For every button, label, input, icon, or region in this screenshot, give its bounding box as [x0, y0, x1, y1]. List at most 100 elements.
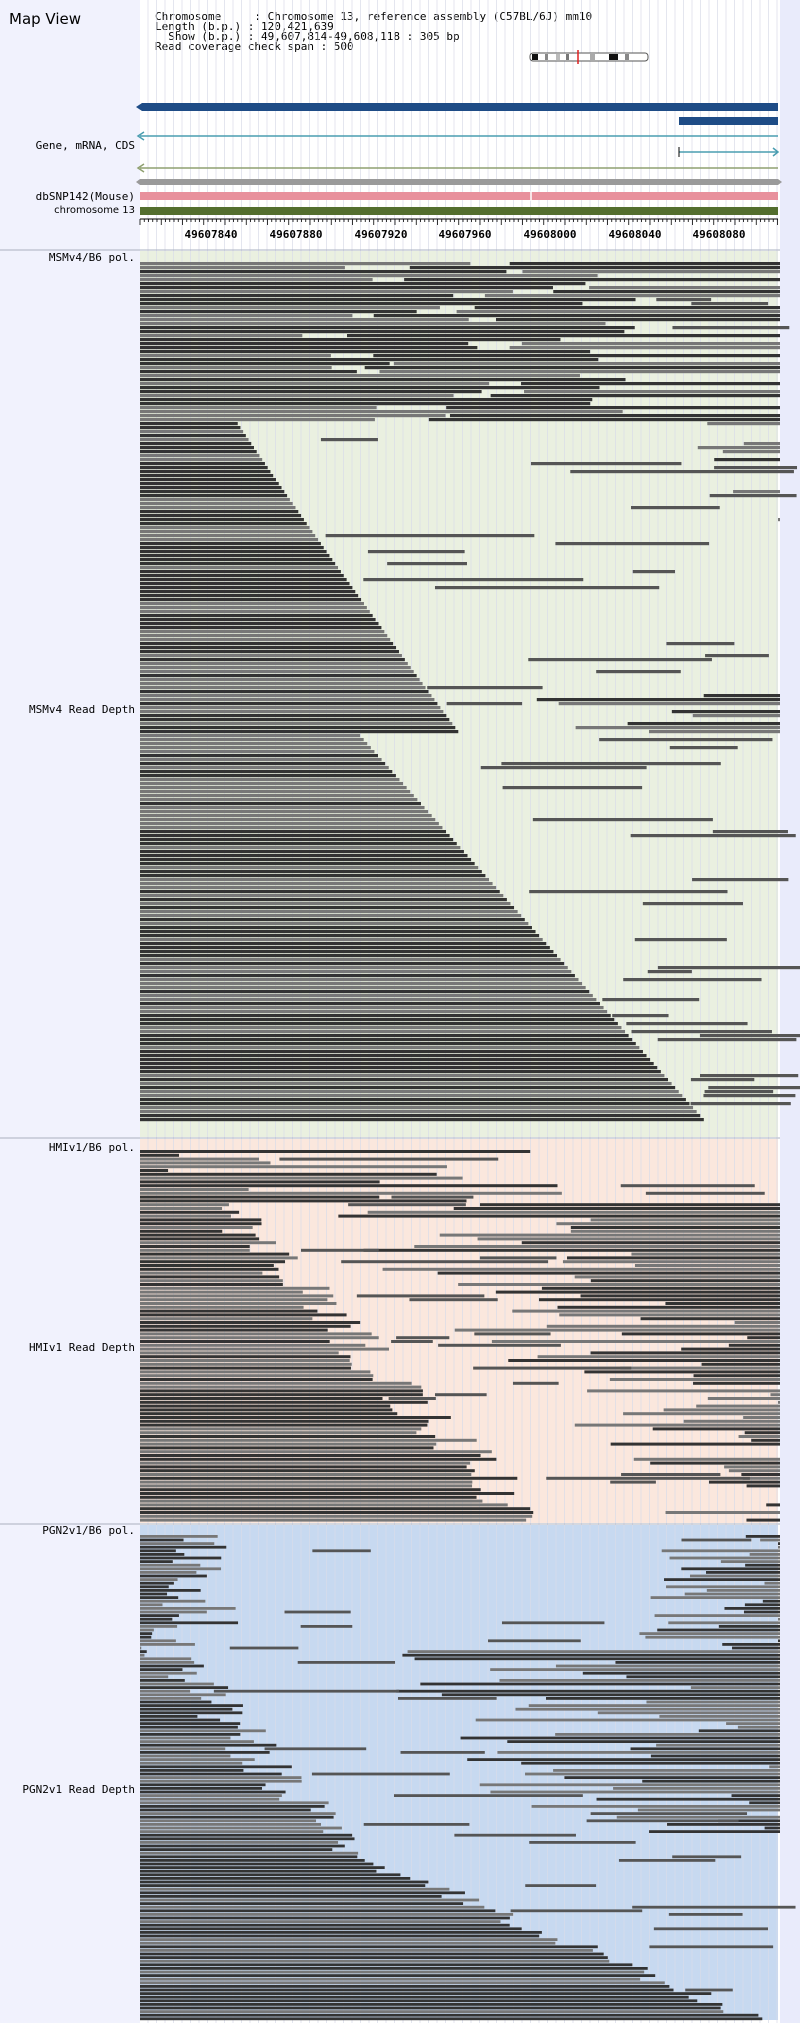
read-segment [681, 1347, 780, 1351]
read-segment [728, 1469, 780, 1473]
read-segment [666, 1585, 780, 1589]
read-segment [630, 834, 796, 838]
vertical-scrollbar[interactable] [780, 0, 800, 2023]
read-segment [140, 806, 425, 810]
read-segment [488, 1639, 581, 1643]
read-segment [140, 402, 591, 406]
read-segment [508, 1359, 780, 1362]
hmi-polymorphism-label[interactable]: HMIv1/B6 pol. [48, 1141, 135, 1154]
read-segment [747, 1336, 780, 1340]
read-segment [140, 1438, 477, 1442]
read-segment [689, 1574, 780, 1578]
read-segment [140, 754, 378, 758]
read-segment [668, 1913, 743, 1916]
read-segment [140, 634, 388, 638]
read-segment [393, 362, 780, 366]
gray-arrow-right-icon [778, 179, 782, 185]
read-segment [140, 1715, 198, 1718]
read-segment [140, 1635, 152, 1639]
read-segment [646, 1700, 780, 1704]
read-segment [140, 1805, 325, 1808]
read-segment [140, 1679, 185, 1682]
read-segment [140, 1252, 290, 1256]
read-segment [567, 1256, 780, 1260]
read-segment [140, 762, 386, 766]
chromosome-bar[interactable] [140, 207, 778, 215]
hmi-read-depth-label[interactable]: HMIv1 Read Depth [29, 1341, 135, 1354]
read-segment [140, 534, 316, 538]
read-segment [439, 1233, 780, 1237]
read-segment [140, 1887, 450, 1891]
read-segment [140, 314, 353, 318]
read-segment [645, 1191, 765, 1195]
read-segment [546, 1324, 780, 1328]
read-segment [559, 1313, 780, 1317]
read-segment [140, 1359, 350, 1362]
read-segment [140, 1949, 593, 1952]
read-segment [744, 1431, 780, 1435]
read-segment [664, 1578, 780, 1581]
read-segment [701, 1362, 780, 1366]
read-segment [140, 318, 469, 322]
read-segment [475, 1718, 780, 1722]
read-segment [140, 1222, 262, 1226]
read-segment [140, 1514, 533, 1518]
read-segment [140, 854, 468, 858]
read-segment [140, 914, 522, 918]
read-segment [348, 1203, 466, 1207]
read-segment [692, 878, 789, 882]
read-segment [364, 366, 780, 370]
gene-bar[interactable] [142, 103, 778, 111]
read-segment [363, 578, 584, 582]
read-segment [140, 650, 399, 654]
ruler-tick-label: 49608080 [693, 228, 746, 241]
read-segment [404, 278, 780, 282]
read-segment [140, 1740, 254, 1743]
chromosome-ideogram[interactable] [529, 50, 649, 64]
pgn-read-depth-label[interactable]: PGN2v1 Read Depth [22, 1783, 135, 1796]
cds-bar[interactable] [679, 117, 778, 125]
read-segment [634, 1264, 780, 1267]
read-segment [140, 774, 396, 778]
read-segment [140, 1503, 508, 1507]
read-segment [140, 750, 375, 754]
pgn-section-bg [140, 1525, 778, 2020]
read-segment [668, 1621, 780, 1625]
read-segment [140, 1880, 429, 1884]
read-segment [140, 462, 265, 466]
read-segment [140, 1999, 698, 2003]
msm-polymorphism-label[interactable]: MSMv4/B6 pol. [48, 251, 135, 264]
read-segment [140, 778, 400, 782]
read-segment [140, 886, 497, 890]
msm-read-depth-label[interactable]: MSMv4 Read Depth [29, 703, 135, 716]
read-segment [140, 1895, 442, 1898]
gray-feature-bar[interactable] [140, 179, 778, 185]
read-segment [631, 1030, 772, 1034]
read-segment [653, 1927, 769, 1931]
chromosome-track-label[interactable]: chromosome 13 [54, 205, 135, 216]
read-segment [140, 598, 362, 602]
read-segment [438, 1343, 561, 1347]
read-segment [140, 1226, 253, 1229]
pgn-polymorphism-label[interactable]: PGN2v1/B6 pol. [42, 1524, 135, 1537]
dbsnp-track-label[interactable]: dbSNP142(Mouse) [35, 190, 135, 203]
read-segment [529, 890, 728, 894]
read-segment [522, 270, 780, 274]
read-segment [140, 510, 299, 514]
read-segment [140, 1511, 534, 1514]
read-segment [140, 978, 579, 982]
read-segment [387, 562, 467, 566]
read-segment [140, 446, 254, 450]
read-segment [140, 830, 447, 834]
read-segment [140, 1176, 463, 1180]
read-segment [770, 1393, 780, 1397]
read-segment [749, 1553, 780, 1556]
read-segment [140, 1046, 640, 1050]
read-segment [140, 1248, 250, 1252]
read-segment [667, 1823, 780, 1826]
read-segment [467, 1758, 780, 1761]
gene-track-label[interactable]: Gene, mRNA, CDS [35, 139, 135, 152]
read-segment [634, 938, 727, 942]
dbsnp-bar[interactable] [140, 192, 778, 200]
read-segment [391, 1340, 433, 1343]
